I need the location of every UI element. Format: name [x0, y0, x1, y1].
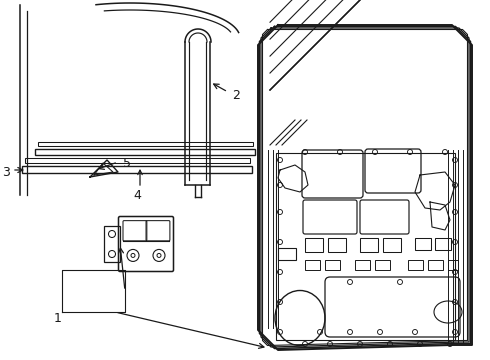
- Bar: [408, 260, 423, 270]
- Bar: [276, 153, 455, 340]
- Bar: [104, 226, 120, 262]
- Bar: [305, 260, 320, 270]
- Text: 4: 4: [133, 189, 141, 202]
- Bar: [415, 238, 431, 250]
- Bar: [355, 260, 370, 270]
- Bar: [328, 238, 346, 252]
- Bar: [278, 248, 296, 260]
- Bar: [25, 158, 250, 163]
- Bar: [22, 166, 252, 173]
- Text: 1: 1: [54, 311, 62, 324]
- Bar: [383, 238, 401, 252]
- Bar: [35, 149, 255, 155]
- Bar: [375, 260, 390, 270]
- Bar: [435, 238, 451, 250]
- Bar: [325, 260, 340, 270]
- Text: 3: 3: [2, 166, 10, 179]
- Bar: [428, 260, 443, 270]
- Text: 2: 2: [232, 89, 240, 102]
- Bar: [305, 238, 323, 252]
- Text: 5: 5: [123, 157, 131, 170]
- Bar: [38, 142, 253, 146]
- Bar: [448, 260, 458, 270]
- Bar: [360, 238, 378, 252]
